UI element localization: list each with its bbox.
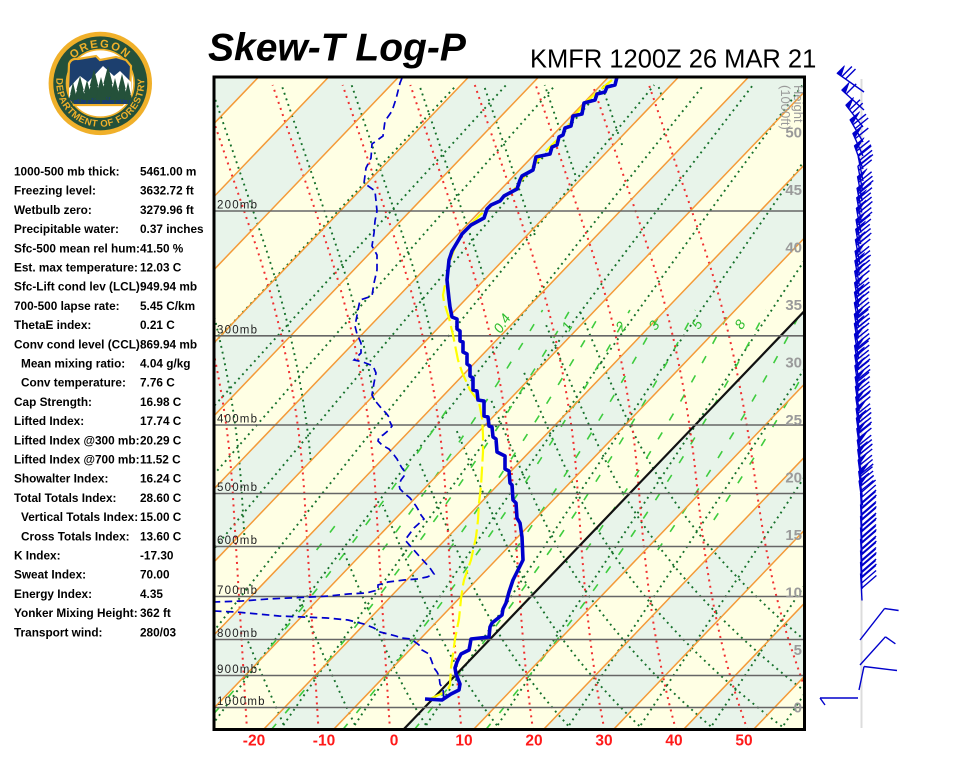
svg-text:1000mb: 1000mb xyxy=(217,696,266,708)
svg-text:1000-500 mb thick:: 1000-500 mb thick: xyxy=(14,165,120,179)
svg-text:949.94 mb: 949.94 mb xyxy=(140,280,197,294)
svg-text:16.98 C: 16.98 C xyxy=(140,395,182,409)
svg-text:Wetbulb zero:: Wetbulb zero: xyxy=(14,203,92,217)
svg-text:20: 20 xyxy=(525,733,542,750)
svg-text:17.74 C: 17.74 C xyxy=(140,414,182,428)
svg-text:0.37 inches: 0.37 inches xyxy=(140,222,204,236)
svg-text:50: 50 xyxy=(785,125,802,142)
svg-text:40: 40 xyxy=(785,240,802,257)
svg-text:500mb: 500mb xyxy=(217,482,258,494)
svg-text:ThetaE index:: ThetaE index: xyxy=(14,318,91,332)
svg-text:Showalter Index:: Showalter Index: xyxy=(14,472,108,486)
svg-text:3632.72 ft: 3632.72 ft xyxy=(140,184,194,198)
svg-text:13.60 C: 13.60 C xyxy=(140,529,182,543)
svg-text:Lifted Index @700 mb:: Lifted Index @700 mb: xyxy=(14,453,140,467)
svg-text:Skew-T Log-P: Skew-T Log-P xyxy=(208,27,467,70)
svg-text:16.24 C: 16.24 C xyxy=(140,472,182,486)
svg-text:Cap Strength:: Cap Strength: xyxy=(14,395,92,409)
svg-text:5461.00 m: 5461.00 m xyxy=(140,165,196,179)
svg-text:30: 30 xyxy=(595,733,612,750)
svg-text:KMFR 1200Z 26 MAR 21: KMFR 1200Z 26 MAR 21 xyxy=(530,46,816,74)
svg-text:-17.30: -17.30 xyxy=(140,549,174,563)
svg-text:Precipitable water:: Precipitable water: xyxy=(14,222,119,236)
svg-text:200mb: 200mb xyxy=(217,200,258,212)
svg-text:15: 15 xyxy=(785,527,802,544)
svg-text:Conv cond level (CCL):: Conv cond level (CCL): xyxy=(14,337,144,351)
svg-text:20.29 C: 20.29 C xyxy=(140,433,182,447)
svg-text:11.52 C: 11.52 C xyxy=(140,453,181,467)
svg-text:Conv temperature:: Conv temperature: xyxy=(21,376,126,390)
svg-text:Energy Index:: Energy Index: xyxy=(14,587,92,601)
svg-text:Lifted Index:: Lifted Index: xyxy=(14,414,84,428)
svg-text:(1000ft): (1000ft) xyxy=(778,85,793,130)
svg-text:280/03: 280/03 xyxy=(140,625,177,639)
svg-text:10: 10 xyxy=(785,585,802,602)
svg-text:5.45 C/km: 5.45 C/km xyxy=(140,299,195,313)
svg-text:Sfc-500 mean rel hum:: Sfc-500 mean rel hum: xyxy=(14,241,140,255)
svg-text:15.00 C: 15.00 C xyxy=(140,510,182,524)
svg-text:Sweat Index:: Sweat Index: xyxy=(14,568,86,582)
svg-text:10: 10 xyxy=(455,733,472,750)
svg-text:362 ft: 362 ft xyxy=(140,606,171,620)
svg-text:45: 45 xyxy=(785,182,802,199)
svg-text:35: 35 xyxy=(785,297,802,314)
svg-text:0: 0 xyxy=(390,733,399,750)
svg-text:869.94 mb: 869.94 mb xyxy=(140,337,197,351)
svg-text:K Index:: K Index: xyxy=(14,549,61,563)
svg-text:70.00: 70.00 xyxy=(140,568,170,582)
svg-text:4.35: 4.35 xyxy=(140,587,163,601)
svg-text:Mean mixing ratio:: Mean mixing ratio: xyxy=(21,357,125,371)
svg-text:41.50 %: 41.50 % xyxy=(140,241,184,255)
svg-text:-10: -10 xyxy=(313,733,335,750)
svg-text:30: 30 xyxy=(785,355,802,372)
svg-text:600mb: 600mb xyxy=(217,535,258,547)
svg-text:Height: Height xyxy=(791,85,806,123)
svg-text:7.76 C: 7.76 C xyxy=(140,376,175,390)
svg-text:28.60 C: 28.60 C xyxy=(140,491,182,505)
svg-text:800mb: 800mb xyxy=(217,628,258,640)
svg-text:900mb: 900mb xyxy=(217,664,258,676)
svg-text:Lifted Index @300 mb:: Lifted Index @300 mb: xyxy=(14,433,140,447)
svg-text:Sfc-Lift cond lev (LCL):: Sfc-Lift cond lev (LCL): xyxy=(14,280,144,294)
svg-text:Transport wind:: Transport wind: xyxy=(14,625,102,639)
svg-text:20: 20 xyxy=(785,470,802,487)
svg-text:12.03 C: 12.03 C xyxy=(140,261,182,275)
svg-text:4.04 g/kg: 4.04 g/kg xyxy=(140,357,191,371)
svg-text:Est. max temperature:: Est. max temperature: xyxy=(14,261,138,275)
svg-text:700mb: 700mb xyxy=(217,585,258,597)
svg-text:300mb: 300mb xyxy=(217,324,258,336)
svg-text:Cross Totals Index:: Cross Totals Index: xyxy=(21,529,130,543)
svg-text:25: 25 xyxy=(785,412,802,429)
svg-text:-20: -20 xyxy=(243,733,265,750)
svg-text:Yonker Mixing Height:: Yonker Mixing Height: xyxy=(14,606,138,620)
svg-text:Total Totals Index:: Total Totals Index: xyxy=(14,491,116,505)
svg-text:Freezing level:: Freezing level: xyxy=(14,184,96,198)
svg-text:0: 0 xyxy=(794,700,802,717)
svg-text:5: 5 xyxy=(794,642,802,659)
svg-text:700-500 lapse rate:: 700-500 lapse rate: xyxy=(14,299,120,313)
svg-text:400mb: 400mb xyxy=(217,414,258,426)
svg-text:3279.96 ft: 3279.96 ft xyxy=(140,203,194,217)
svg-text:0.21 C: 0.21 C xyxy=(140,318,175,332)
svg-text:40: 40 xyxy=(665,733,682,750)
svg-text:Vertical Totals Index:: Vertical Totals Index: xyxy=(21,510,138,524)
svg-text:50: 50 xyxy=(735,733,752,750)
